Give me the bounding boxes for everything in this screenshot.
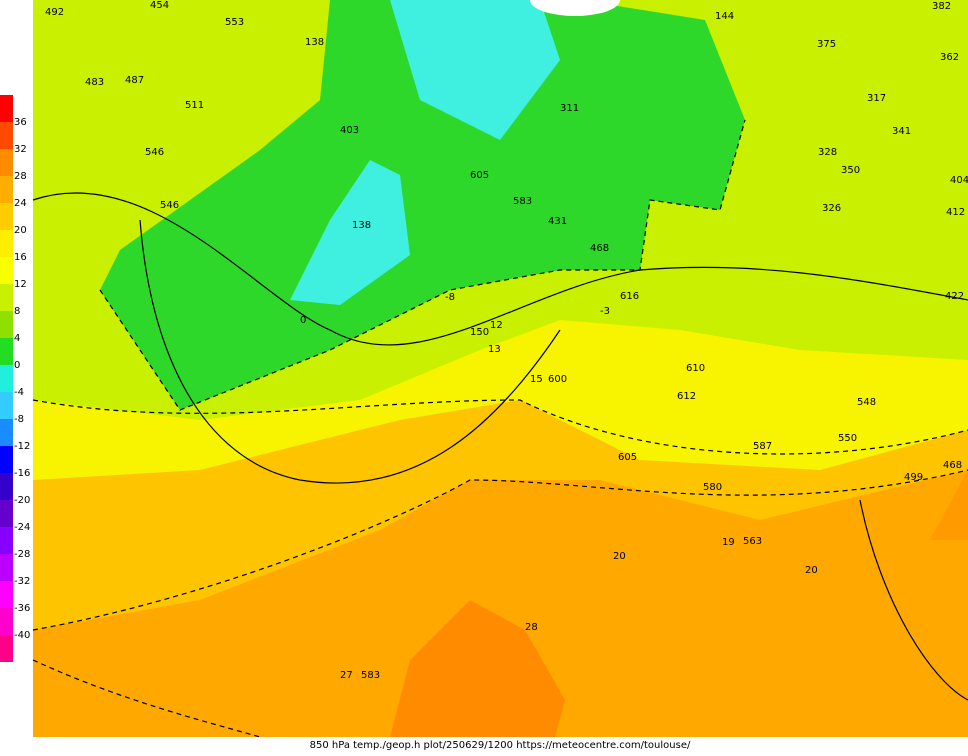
map-label: 612 <box>677 391 696 402</box>
colorbar-swatch <box>0 473 13 500</box>
colorbar-label: 28 <box>14 171 27 182</box>
colorbar-label: -20 <box>14 495 30 506</box>
map-label: 328 <box>818 147 837 158</box>
map-label: 583 <box>513 196 532 207</box>
colorbar-swatch <box>0 581 13 608</box>
colorbar-label: 32 <box>14 144 27 155</box>
map-label: 317 <box>867 93 886 104</box>
map-label: 27 <box>340 670 353 681</box>
map-label: 403 <box>340 125 359 136</box>
map-label: 138 <box>352 220 371 231</box>
map-label: 546 <box>145 147 164 158</box>
colorbar-swatch <box>0 311 13 338</box>
colorbar-label: -4 <box>14 387 24 398</box>
map-label: 492 <box>45 7 64 18</box>
map-label: 422 <box>945 291 964 302</box>
map-label: 15 <box>530 374 543 385</box>
map-label: 563 <box>743 536 762 547</box>
map-label: 150 <box>470 327 489 338</box>
colorbar-swatch <box>0 95 13 122</box>
colorbar-swatch <box>0 608 13 635</box>
colorbar-swatch <box>0 230 13 257</box>
map-label: 144 <box>715 11 734 22</box>
colorbar-label: 12 <box>14 279 27 290</box>
map-label: 616 <box>620 291 639 302</box>
map-label: 511 <box>185 100 204 111</box>
map-label: 28 <box>525 622 538 633</box>
colorbar-swatch <box>0 257 13 284</box>
map-label: 553 <box>225 17 244 28</box>
map-label: 311 <box>560 103 579 114</box>
map-label: 138 <box>305 37 324 48</box>
map-label: 580 <box>703 482 722 493</box>
map-label: 431 <box>548 216 567 227</box>
colorbar-swatch <box>0 392 13 419</box>
colorbar-label: -32 <box>14 576 30 587</box>
map-label: 20 <box>613 551 626 562</box>
map-label: 487 <box>125 75 144 86</box>
map-label: 12 <box>490 320 503 331</box>
map-label: 600 <box>548 374 567 385</box>
colorbar-swatch <box>0 419 13 446</box>
colorbar-label: -12 <box>14 441 30 452</box>
map-label: 375 <box>817 39 836 50</box>
colorbar-swatch <box>0 635 13 662</box>
map-label: 0 <box>300 315 306 326</box>
map-label: 583 <box>361 670 380 681</box>
map-label: 468 <box>590 243 609 254</box>
map-label: 382 <box>932 1 951 12</box>
map-label: 548 <box>857 397 876 408</box>
colorbar-label: 4 <box>14 333 20 344</box>
map-label: 20 <box>805 565 818 576</box>
map-label: 546 <box>160 200 179 211</box>
colorbar-label: 36 <box>14 117 27 128</box>
colorbar-label: -40 <box>14 630 30 641</box>
map-label: 605 <box>470 170 489 181</box>
map-label: 412 <box>946 207 965 218</box>
colorbar-label: -36 <box>14 603 30 614</box>
map-label: 499 <box>904 472 923 483</box>
caption: 850 hPa temp./geop.h plot/250629/1200 ht… <box>310 740 691 751</box>
map-label: -8 <box>445 292 455 303</box>
colorbar-swatch <box>0 446 13 473</box>
colorbar-label: 0 <box>14 360 20 371</box>
map-label: 483 <box>85 77 104 88</box>
colorbar-label: 24 <box>14 198 27 209</box>
colorbar-label: 20 <box>14 225 27 236</box>
map-label: 610 <box>686 363 705 374</box>
map-label: 454 <box>150 0 169 11</box>
map-label: 326 <box>822 203 841 214</box>
map-label: 13 <box>488 344 501 355</box>
colorbar-swatch <box>0 284 13 311</box>
colorbar-swatch <box>0 176 13 203</box>
colorbar-swatch <box>0 365 13 392</box>
map-label: 19 <box>722 537 735 548</box>
colorbar-label: 8 <box>14 306 20 317</box>
colorbar-swatch <box>0 338 13 365</box>
colorbar-swatch <box>0 149 13 176</box>
map-label: -3 <box>600 306 610 317</box>
map-label: 362 <box>940 52 959 63</box>
map-label: 468 <box>943 460 962 471</box>
colorbar-label: -16 <box>14 468 30 479</box>
colorbar-swatch <box>0 500 13 527</box>
map-label: 341 <box>892 126 911 137</box>
colorbar-label: 16 <box>14 252 27 263</box>
colorbar-swatch <box>0 527 13 554</box>
colorbar-label: -8 <box>14 414 24 425</box>
colorbar-swatch <box>0 203 13 230</box>
temperature-field <box>32 0 968 738</box>
map-label: 350 <box>841 165 860 176</box>
colorbar-swatch <box>0 554 13 581</box>
colorbar-swatch <box>0 122 13 149</box>
map-label: 605 <box>618 452 637 463</box>
colorbar-label: -28 <box>14 549 30 560</box>
map-label: 404 <box>950 175 968 186</box>
map-label: 550 <box>838 433 857 444</box>
colorbar-label: -24 <box>14 522 30 533</box>
map-label: 587 <box>753 441 772 452</box>
